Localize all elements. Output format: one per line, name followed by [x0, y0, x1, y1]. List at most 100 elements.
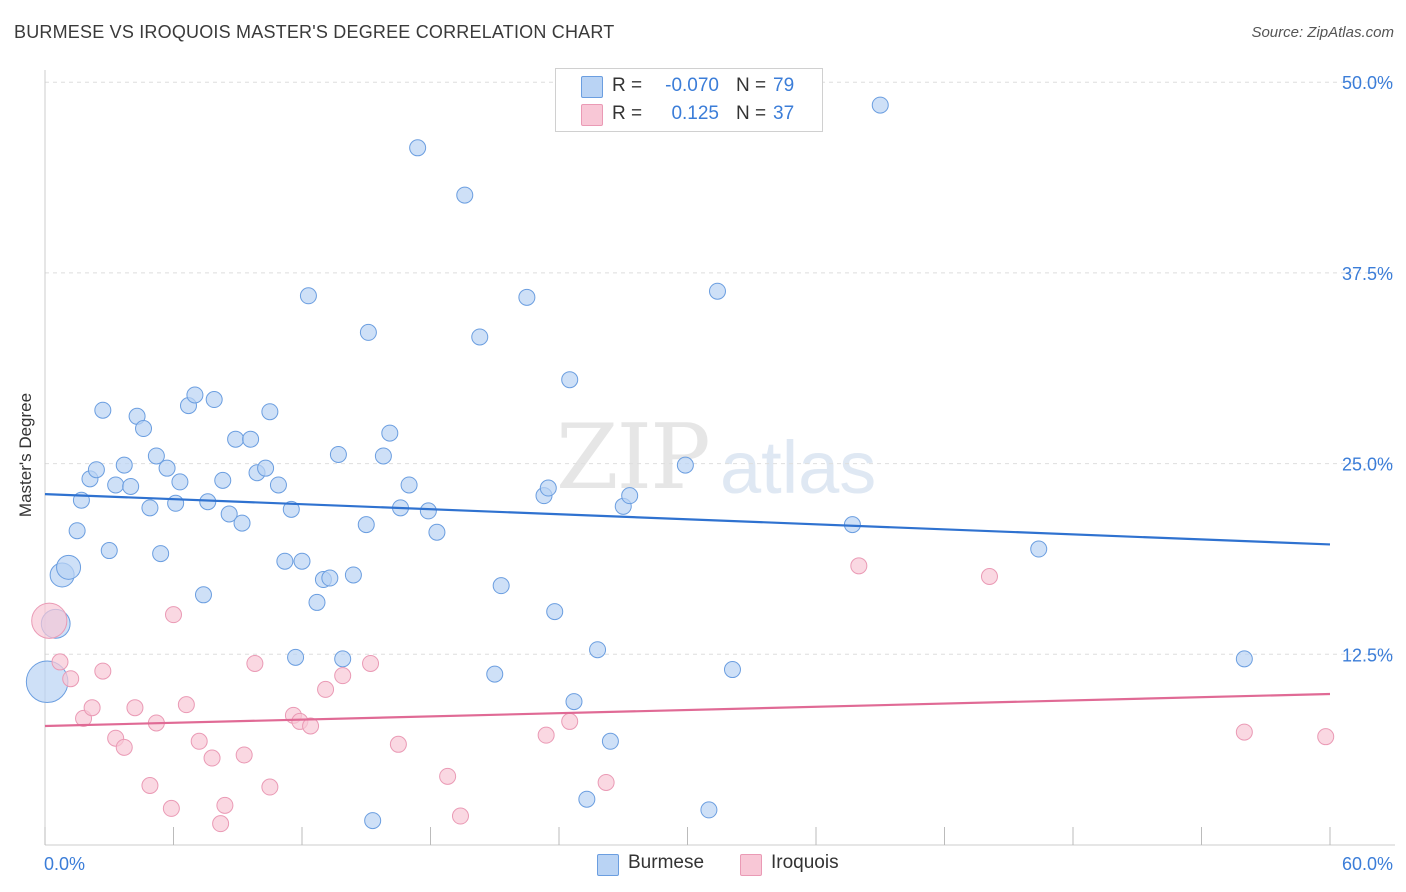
point-burmese [359, 323, 377, 341]
point-iroquois [177, 696, 195, 714]
point-burmese [135, 420, 153, 438]
point-iroquois [451, 807, 469, 825]
bottom-legend-swatch-iroquois [740, 854, 762, 876]
point-iroquois [1235, 723, 1253, 741]
point-burmese [723, 661, 741, 679]
point-burmese [68, 522, 86, 540]
point-burmese [56, 554, 82, 580]
point-iroquois [302, 717, 320, 735]
point-iroquois [216, 796, 234, 814]
trend-line-burmese [44, 493, 1331, 546]
y-axis-label: Master's Degree [16, 392, 35, 518]
point-iroquois [537, 726, 555, 744]
point-burmese [561, 371, 579, 389]
point-burmese [287, 648, 305, 666]
point-iroquois [212, 815, 230, 833]
point-burmese [122, 477, 140, 495]
point-burmese [87, 461, 105, 479]
point-iroquois [31, 602, 68, 639]
point-burmese [708, 282, 726, 300]
point-burmese [167, 494, 185, 512]
point-iroquois [850, 557, 868, 575]
bottom-legend-burmese: Burmese [628, 852, 705, 873]
point-iroquois [246, 654, 264, 672]
point-burmese [321, 569, 339, 587]
point-burmese [1030, 540, 1048, 558]
point-burmese [539, 479, 557, 497]
point-burmese [578, 790, 596, 808]
point-burmese [171, 473, 189, 491]
point-iroquois [165, 606, 182, 624]
point-burmese [293, 552, 311, 570]
point-burmese [357, 516, 375, 534]
point-burmese [518, 288, 536, 306]
point-burmese [227, 430, 245, 448]
point-burmese [334, 650, 352, 668]
y-tick-label: 12.5% [1342, 645, 1393, 665]
point-burmese [141, 499, 159, 517]
legend-row-burmese: R = -0.070 N = 79 [556, 73, 822, 99]
point-iroquois [190, 732, 208, 750]
legend-swatch-iroquois [581, 104, 603, 126]
point-burmese [242, 430, 260, 448]
point-iroquois [439, 767, 457, 785]
point-burmese [282, 500, 300, 518]
point-burmese [374, 447, 392, 465]
point-iroquois [980, 567, 998, 585]
point-burmese [546, 603, 564, 621]
point-burmese [1235, 650, 1253, 668]
point-iroquois [94, 662, 112, 680]
point-burmese [269, 476, 287, 494]
point-iroquois [162, 799, 180, 817]
point-iroquois [51, 653, 69, 671]
point-iroquois [83, 699, 101, 717]
point-iroquois [235, 746, 253, 764]
point-iroquois [334, 667, 352, 685]
point-burmese [601, 732, 619, 750]
point-burmese [186, 386, 204, 404]
legend-n-label: N = [736, 103, 767, 124]
point-burmese [419, 502, 437, 520]
trend-line-iroquois [44, 692, 1331, 728]
point-burmese [233, 514, 251, 532]
point-burmese [344, 566, 362, 584]
legend-r-label: R = [612, 103, 643, 124]
point-iroquois [62, 670, 80, 688]
point-burmese [492, 577, 510, 595]
point-burmese [308, 593, 326, 611]
point-iroquois [115, 738, 133, 756]
legend-r-value: 0.125 [671, 103, 719, 124]
source-label: Source: ZipAtlas.com [1251, 24, 1394, 41]
legend-r-label: R = [612, 75, 643, 96]
point-burmese [381, 424, 399, 442]
legend-n-value: 79 [773, 75, 795, 96]
stats-legend: R = -0.070 N = 79 R = 0.125 N = 37 [555, 68, 823, 132]
point-burmese [158, 459, 176, 477]
point-burmese [115, 456, 133, 474]
point-burmese [329, 445, 347, 463]
point-burmese [220, 505, 238, 523]
point-burmese [871, 96, 889, 114]
point-burmese [147, 447, 165, 465]
chart-title: BURMESE VS IROQUOIS MASTER'S DEGREE CORR… [14, 22, 615, 42]
point-burmese [565, 693, 583, 711]
point-burmese [428, 523, 446, 541]
legend-n-label: N = [736, 75, 767, 96]
point-iroquois [1317, 728, 1335, 746]
point-burmese [261, 403, 279, 421]
point-burmese [700, 801, 718, 819]
y-tick-label: 25.0% [1342, 455, 1393, 475]
point-burmese [456, 186, 474, 204]
point-burmese [94, 401, 112, 419]
point-burmese [486, 665, 504, 683]
point-iroquois [317, 680, 335, 698]
point-burmese [299, 287, 317, 305]
point-burmese [205, 391, 223, 409]
point-burmese [364, 812, 382, 830]
point-burmese [276, 552, 294, 570]
point-iroquois [126, 699, 144, 717]
y-tick-label: 37.5% [1342, 264, 1393, 284]
point-burmese [152, 545, 170, 563]
legend-n-value: 37 [773, 103, 795, 124]
x-tick-label: 0.0% [44, 854, 85, 874]
